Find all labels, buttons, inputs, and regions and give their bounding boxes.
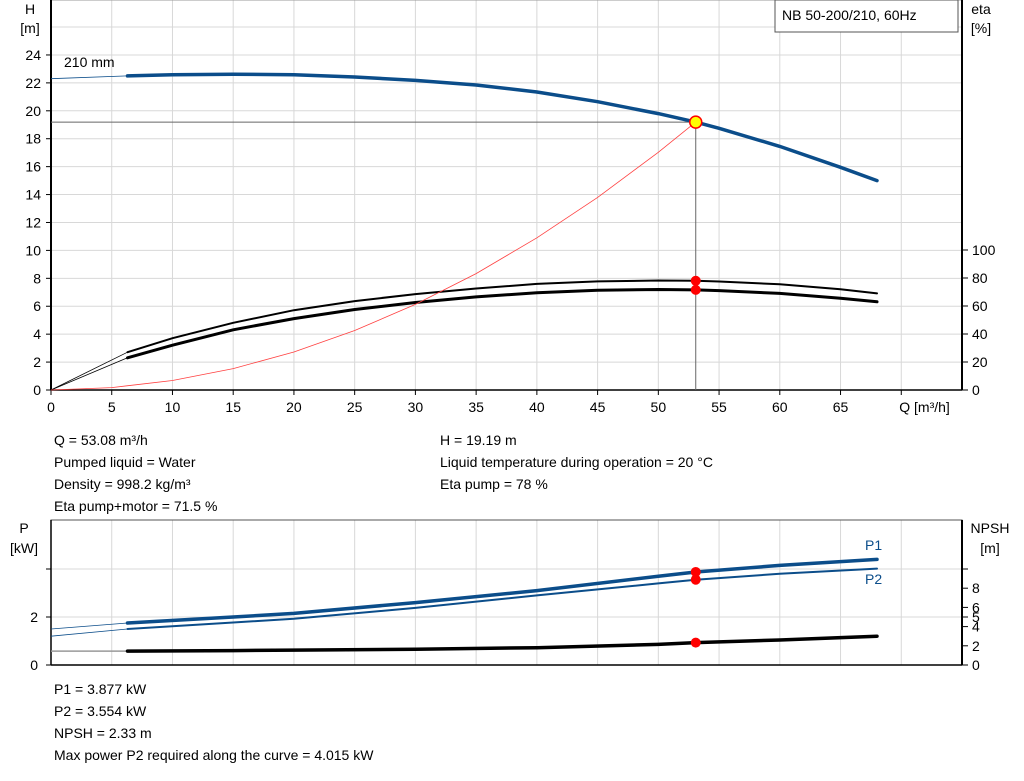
y-axis-label: P: [19, 520, 28, 536]
info-p2: P2 = 3.554 kW: [54, 703, 147, 719]
eta-marker: [690, 275, 701, 286]
P2-label: P2: [865, 571, 882, 587]
x-tick-label: 60: [772, 399, 788, 415]
x-tick-label: 35: [468, 399, 484, 415]
y-tick-label: 12: [25, 214, 41, 230]
x-tick-label: 15: [225, 399, 241, 415]
y-tick-label: 16: [25, 159, 41, 175]
y2-tick-label: 5: [972, 609, 980, 625]
y-tick-label: 0: [30, 657, 38, 673]
info-eta-total: Eta pump+motor = 71.5 %: [54, 498, 218, 514]
info-right: H = 19.19 m Liquid temperature during op…: [440, 429, 713, 495]
y-tick-label: 6: [33, 298, 41, 314]
head-curve-extension: [50, 75, 128, 80]
y-tick-label: 10: [25, 242, 41, 258]
head-curve: [125, 72, 879, 183]
y2-tick-label: 4: [972, 619, 980, 635]
x-tick-label: 65: [833, 399, 849, 415]
info-q: Q = 53.08 m³/h: [54, 432, 148, 448]
y-tick-label: 14: [25, 187, 41, 203]
x-axis-label: Q [m³/h]: [899, 399, 950, 415]
curve-label: 210 mm: [64, 54, 115, 70]
P1-label: P1: [865, 537, 882, 553]
info-npsh: NPSH = 2.33 m: [54, 725, 152, 741]
y2-axis-label: eta: [971, 1, 991, 17]
info-bottom: P1 = 3.877 kW P2 = 3.554 kW NPSH = 2.33 …: [54, 678, 373, 766]
title-box-text: NB 50-200/210, 60Hz: [782, 7, 917, 23]
y-tick-label: 22: [25, 75, 41, 91]
info-density: Density = 998.2 kg/m³: [54, 476, 191, 492]
P1-marker: [690, 566, 701, 577]
P2-curve-extension: [50, 628, 128, 637]
y-tick-label: 2: [33, 354, 41, 370]
system-curve: [50, 121, 696, 391]
title-box: [774, 0, 959, 33]
eta_pump-curve: [126, 279, 878, 354]
y2-tick-label: 100: [972, 242, 996, 258]
x-tick-label: 0: [47, 399, 55, 415]
y2-axis-unit: [m]: [980, 540, 999, 556]
y2-tick-label: 8: [972, 580, 980, 596]
y2-axis-unit: [%]: [971, 20, 991, 36]
info-eta-pump: Eta pump = 78 %: [440, 476, 548, 492]
y2-tick-label: 40: [972, 326, 988, 342]
P2-marker: [690, 574, 701, 585]
y-tick-label: 2: [30, 609, 38, 625]
eta_total-curve-extension: [50, 357, 128, 391]
NPSH-marker: [690, 637, 701, 648]
P1-curve-extension: [50, 622, 128, 630]
NPSH-curve: [125, 634, 879, 653]
y2-tick-label: 80: [972, 270, 988, 286]
y2-tick-label: 60: [972, 298, 988, 314]
x-tick-label: 40: [529, 399, 545, 415]
y2-tick-label: 2: [972, 638, 980, 654]
y2-tick-label: 20: [972, 354, 988, 370]
y-tick-label: 20: [25, 103, 41, 119]
y-axis-unit: [kW]: [10, 540, 38, 556]
eta-marker: [690, 284, 701, 295]
info-temperature: Liquid temperature during operation = 20…: [440, 454, 713, 470]
eta_pump-curve-extension: [50, 351, 128, 391]
y-axis-label: H: [25, 1, 35, 17]
info-max-power: Max power P2 required along the curve = …: [54, 747, 374, 763]
info-h: H = 19.19 m: [440, 432, 517, 448]
info-liquid: Pumped liquid = Water: [54, 454, 196, 470]
y2-tick-label: 0: [972, 382, 980, 398]
info-p1: P1 = 3.877 kW: [54, 681, 147, 697]
P2-curve: [126, 567, 878, 630]
y2-tick-label: 0: [972, 657, 980, 673]
y-tick-label: 24: [25, 47, 41, 63]
y2-axis-label: NPSH: [971, 520, 1010, 536]
eta_total-curve: [126, 287, 879, 360]
x-tick-label: 25: [347, 399, 363, 415]
x-tick-label: 50: [651, 399, 667, 415]
y-tick-label: 0: [33, 382, 41, 398]
x-tick-label: 55: [711, 399, 727, 415]
x-tick-label: 5: [108, 399, 116, 415]
x-tick-label: 45: [590, 399, 606, 415]
x-tick-label: 20: [286, 399, 302, 415]
P1-curve: [125, 557, 879, 625]
y-tick-label: 4: [33, 326, 41, 342]
x-tick-label: 10: [165, 399, 181, 415]
y-tick-label: 8: [33, 270, 41, 286]
y-tick-label: 18: [25, 131, 41, 147]
info-left: Q = 53.08 m³/h Pumped liquid = Water Den…: [54, 429, 217, 517]
duty-point: [688, 115, 703, 129]
y-axis-unit: [m]: [20, 20, 39, 36]
x-tick-label: 30: [408, 399, 424, 415]
y2-tick-label: 6: [972, 599, 980, 615]
